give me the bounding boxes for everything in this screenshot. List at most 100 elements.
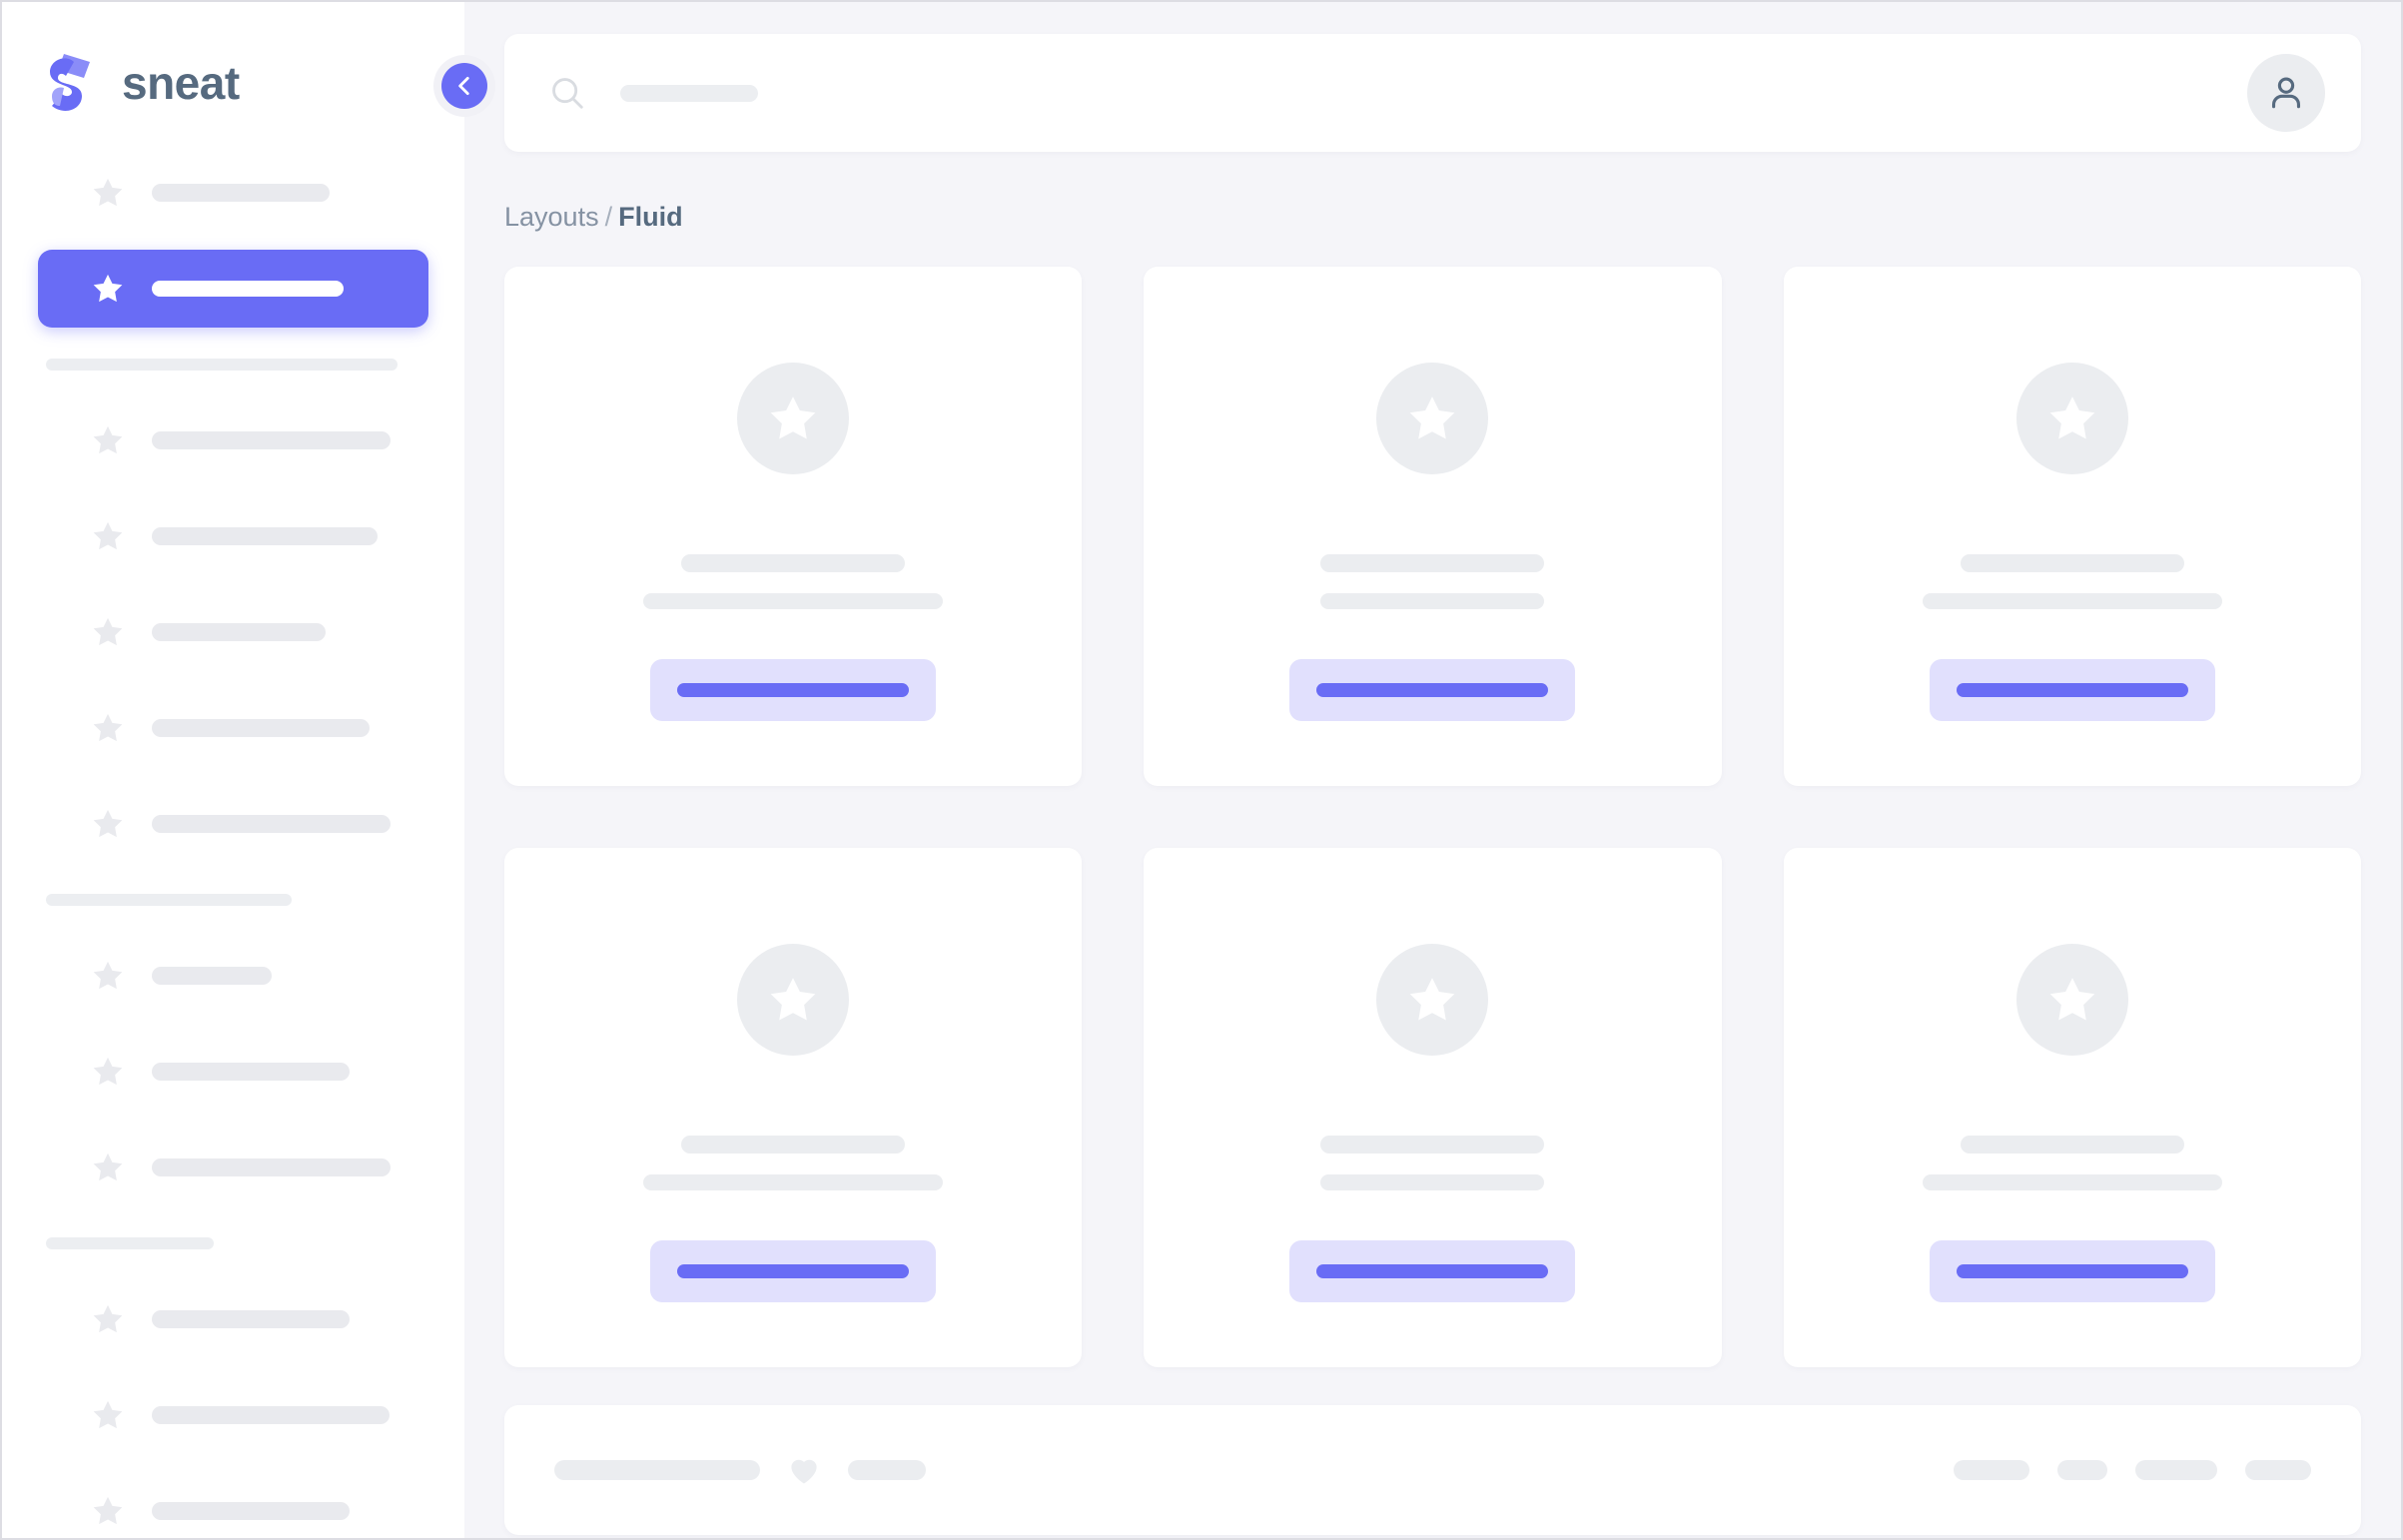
- sidebar-collapse-toggle[interactable]: [433, 55, 495, 117]
- content-card[interactable]: [1144, 848, 1722, 1367]
- sidebar-item-active[interactable]: [38, 250, 428, 328]
- star-icon: [90, 271, 126, 307]
- nav-spacer: [2, 671, 464, 689]
- sidebar-section-label: [46, 1237, 214, 1249]
- sidebar-item-label: [152, 719, 370, 737]
- card-action-button[interactable]: [1289, 659, 1576, 721]
- card-avatar: [737, 944, 850, 1056]
- card-subtitle: [1922, 593, 2222, 609]
- star-icon: [90, 1150, 126, 1185]
- star-icon: [90, 518, 126, 554]
- star-icon: [90, 1301, 126, 1337]
- content-card[interactable]: [1783, 267, 2361, 786]
- sidebar-item[interactable]: [38, 1280, 428, 1358]
- footer-link-bar[interactable]: [2057, 1460, 2107, 1480]
- card-title: [681, 554, 906, 572]
- star-icon: [90, 1397, 126, 1433]
- card-action-button[interactable]: [1289, 1240, 1576, 1302]
- search-bar[interactable]: [548, 74, 2247, 112]
- star-icon: [1404, 390, 1460, 446]
- star-icon: [90, 806, 126, 842]
- sidebar-item[interactable]: [38, 497, 428, 575]
- card-title: [1320, 554, 1545, 572]
- sidebar-item-label: [152, 1406, 390, 1424]
- card-avatar: [737, 363, 850, 474]
- footer-author-bar: [848, 1460, 926, 1480]
- brand[interactable]: sneat: [2, 2, 464, 122]
- sidebar-nav-group: [2, 1280, 464, 1538]
- card-title: [1960, 554, 2184, 572]
- breadcrumb-separator: /: [604, 202, 613, 232]
- sidebar-item[interactable]: [38, 154, 428, 232]
- sidebar-item[interactable]: [38, 1472, 428, 1538]
- card-action-button-label: [677, 683, 910, 697]
- card-grid: [504, 267, 2361, 1367]
- card-avatar: [1376, 363, 1489, 474]
- user-avatar[interactable]: [2247, 54, 2325, 132]
- nav-spacer: [2, 575, 464, 593]
- card-avatar: [2015, 944, 2128, 1056]
- card-action-button[interactable]: [650, 659, 937, 721]
- star-icon: [765, 972, 821, 1028]
- sidebar-item[interactable]: [38, 937, 428, 1015]
- sidebar-nav: [2, 122, 464, 1538]
- star-icon: [90, 958, 126, 994]
- brand-name: sneat: [122, 57, 240, 109]
- card-action-button[interactable]: [650, 1240, 937, 1302]
- card-action-button[interactable]: [1929, 659, 2215, 721]
- star-icon: [765, 390, 821, 446]
- sidebar-item[interactable]: [38, 1033, 428, 1111]
- sidebar-section-divider: [2, 863, 464, 937]
- sidebar-nav-group: [2, 937, 464, 1206]
- content-card[interactable]: [1783, 848, 2361, 1367]
- nav-spacer: [2, 767, 464, 785]
- content-card[interactable]: [1144, 267, 1722, 786]
- footer-link-bar[interactable]: [1954, 1460, 2029, 1480]
- card-action-button[interactable]: [1929, 1240, 2215, 1302]
- chevron-left-icon: [441, 63, 487, 109]
- footer-link-bar[interactable]: [2135, 1460, 2217, 1480]
- card-title: [1960, 1136, 2184, 1154]
- nav-spacer: [2, 479, 464, 497]
- sidebar-item[interactable]: [38, 785, 428, 863]
- sidebar-nav-group: [2, 401, 464, 863]
- sidebar-item-label: [152, 967, 272, 985]
- card-action-button-label: [1316, 1264, 1549, 1278]
- nav-spacer: [2, 1111, 464, 1129]
- sidebar-item-label: [152, 431, 391, 449]
- sidebar-item-label: [152, 184, 330, 202]
- sneat-logo-icon: [44, 52, 102, 114]
- breadcrumb-current: Fluid: [618, 202, 683, 232]
- nav-spacer: [2, 1358, 464, 1376]
- heart-icon: [786, 1452, 822, 1488]
- sidebar-item-label: [152, 1310, 350, 1328]
- star-icon: [90, 614, 126, 650]
- topbar: [504, 34, 2361, 152]
- breadcrumb-parent[interactable]: Layouts: [504, 202, 599, 232]
- content-card[interactable]: [504, 848, 1083, 1367]
- sidebar-nav-group: [2, 154, 464, 328]
- sidebar-item[interactable]: [38, 401, 428, 479]
- star-icon: [90, 175, 126, 211]
- content-card[interactable]: [504, 267, 1083, 786]
- footer-copyright-bar: [554, 1460, 760, 1480]
- card-title: [1320, 1136, 1545, 1154]
- card-subtitle: [1320, 593, 1545, 609]
- footer-right-group: [1954, 1460, 2311, 1480]
- card-action-button-label: [1956, 1264, 2188, 1278]
- sidebar-section-label: [46, 359, 398, 371]
- sidebar-item[interactable]: [38, 1129, 428, 1206]
- sidebar-item[interactable]: [38, 593, 428, 671]
- sidebar-item-label: [152, 623, 326, 641]
- sidebar-item[interactable]: [38, 1376, 428, 1454]
- sidebar-section-divider: [2, 328, 464, 401]
- search-input[interactable]: [620, 84, 758, 102]
- breadcrumb: Layouts / Fluid: [504, 204, 2401, 231]
- nav-spacer: [2, 1454, 464, 1472]
- footer: [504, 1405, 2361, 1535]
- footer-link-bar[interactable]: [2245, 1460, 2311, 1480]
- card-subtitle: [1922, 1174, 2222, 1190]
- sidebar-item[interactable]: [38, 689, 428, 767]
- footer-left-group: [554, 1452, 926, 1488]
